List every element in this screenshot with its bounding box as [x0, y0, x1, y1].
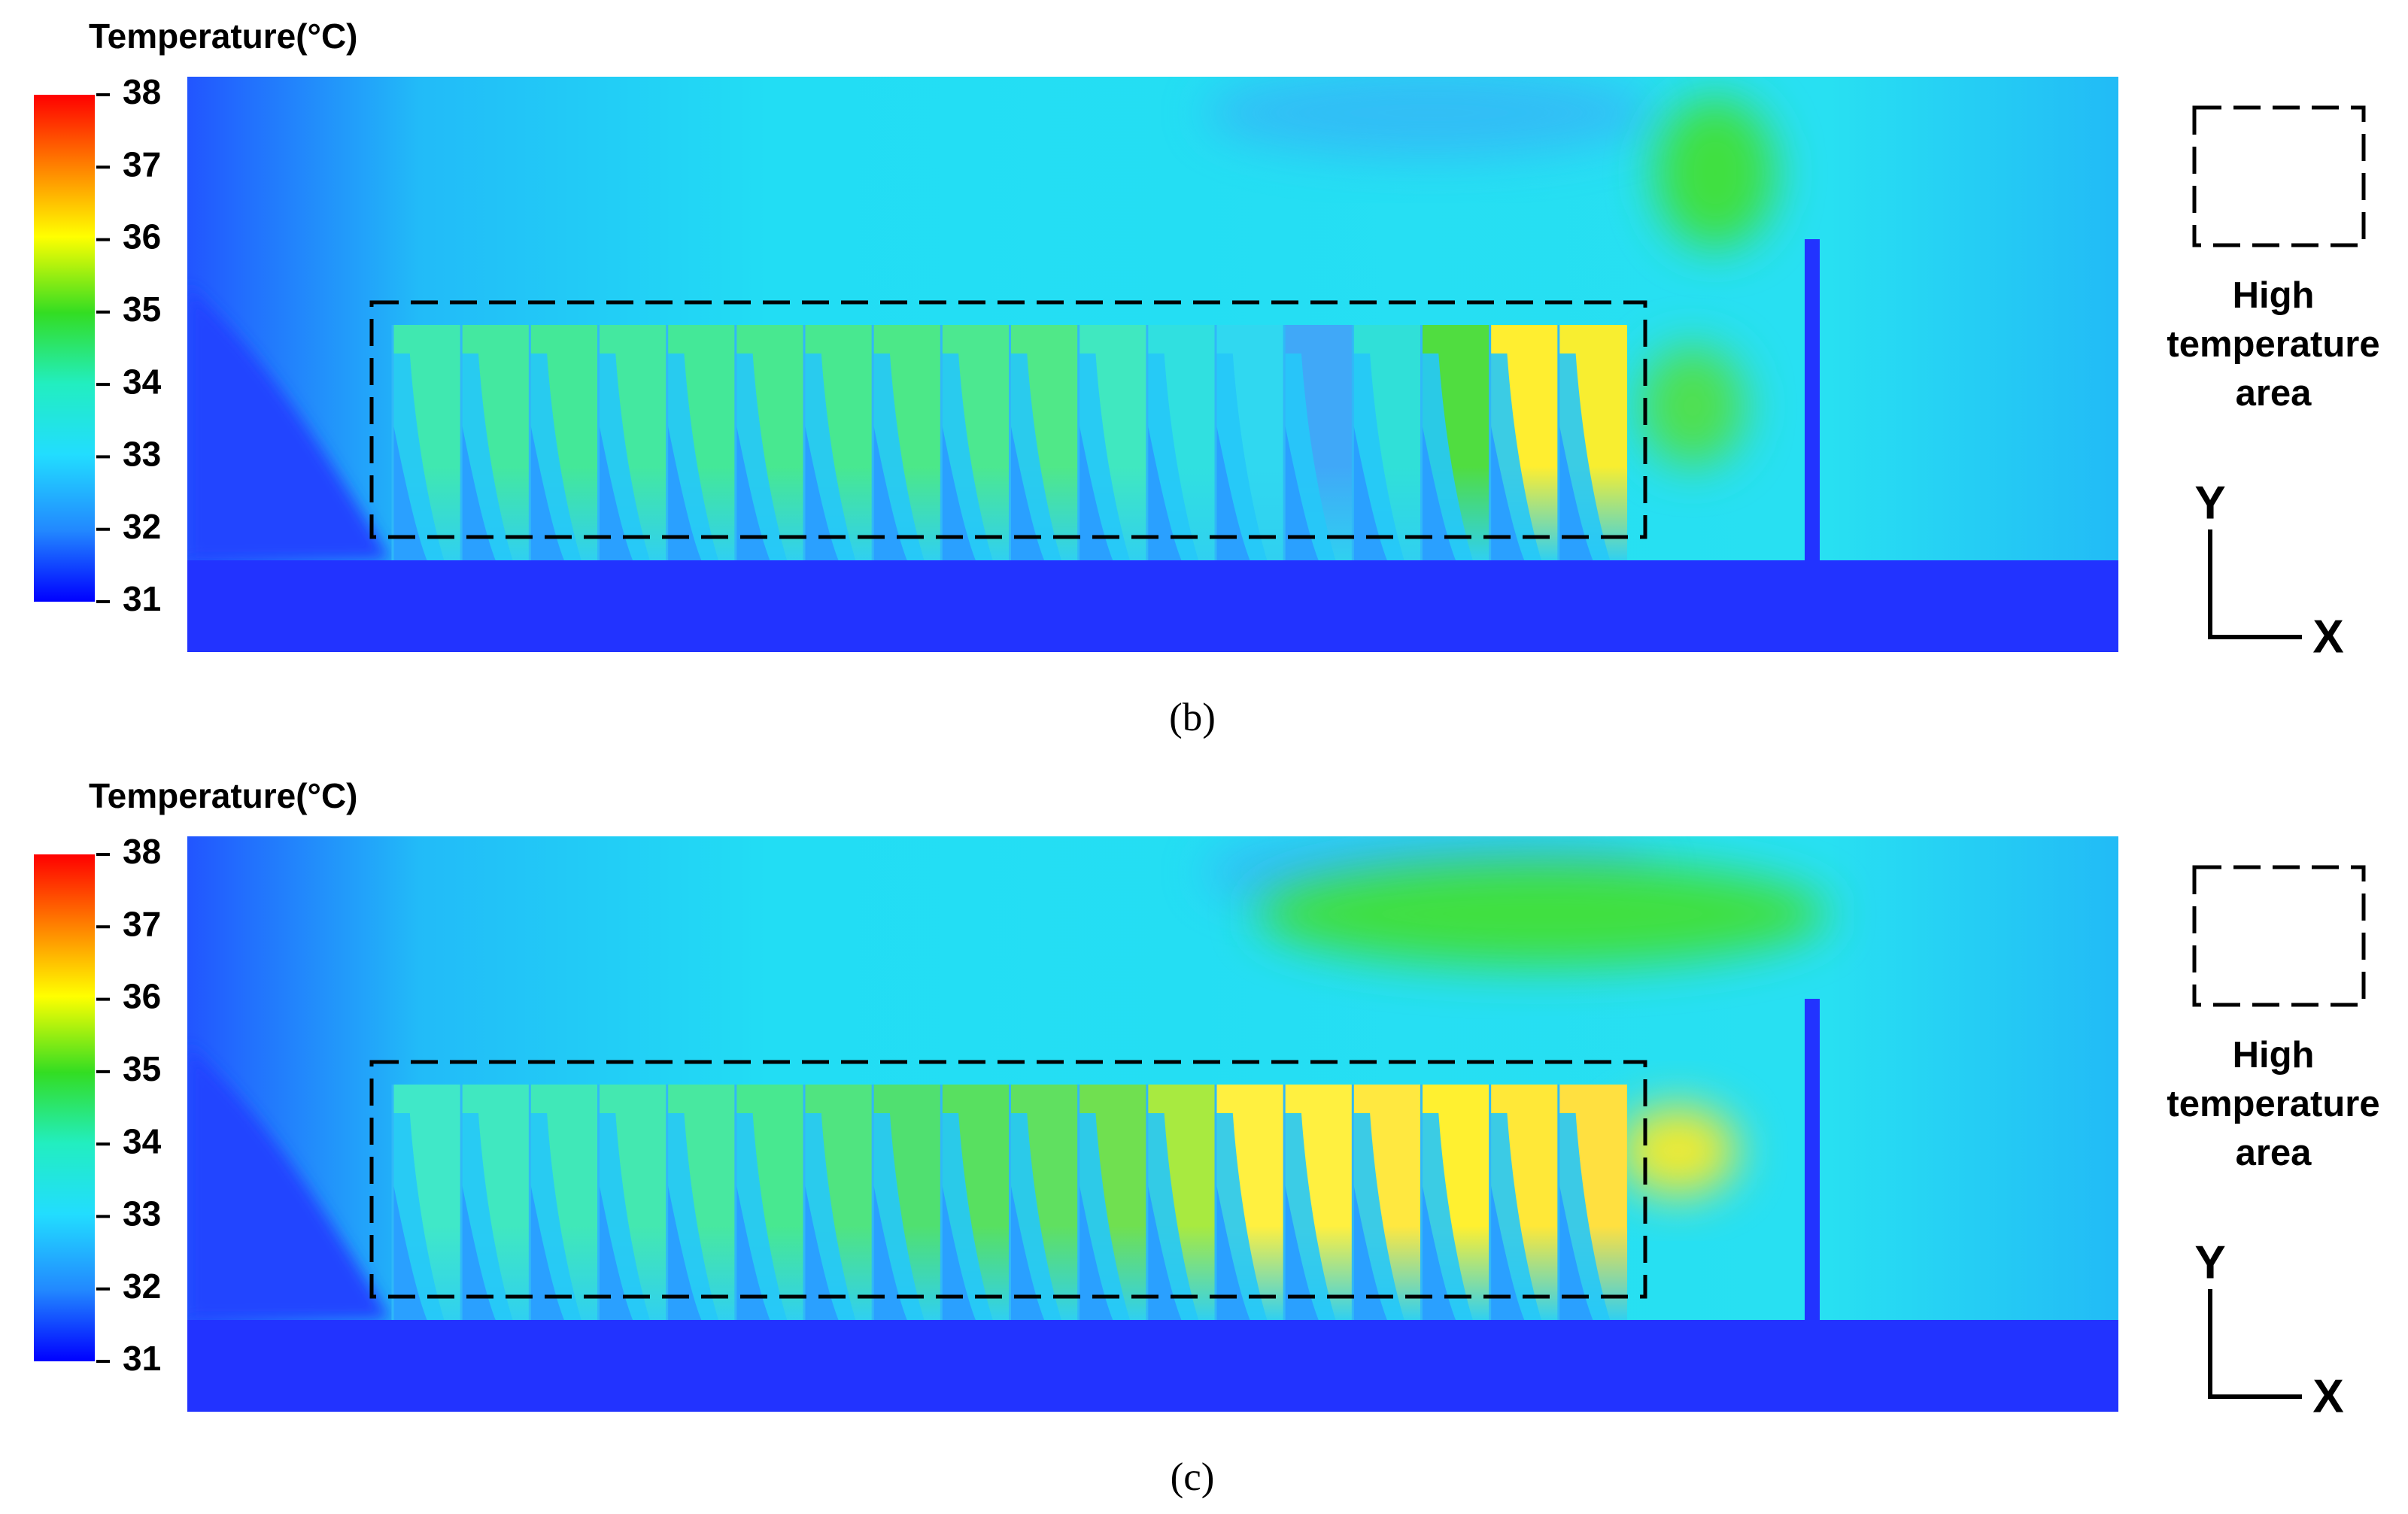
cold-region — [187, 286, 391, 560]
fin-cool-streak — [1489, 421, 1525, 560]
fin-cool-streak — [1010, 421, 1045, 560]
cool-swirl — [1204, 77, 1655, 158]
fin-cool-streak — [873, 1181, 907, 1320]
warm-plume — [1256, 861, 1828, 966]
warm-plume — [1655, 98, 1775, 248]
legend-box — [2192, 865, 2366, 1007]
colorbar-tick-label: 34 — [123, 362, 162, 401]
fin-cool-streak — [1010, 1181, 1045, 1320]
contour-plot — [187, 836, 2118, 1412]
fin-cool-streak — [1146, 421, 1182, 560]
colorbar — [34, 95, 95, 602]
colorbar-tick-label: 32 — [123, 507, 161, 546]
panel: Temperature(°C) 38 37 36 35 34 33 32 31 High tempe… — [34, 17, 2380, 739]
fin-cool-streak — [1353, 1181, 1387, 1320]
colorbar-title: Temperature(°C) — [89, 17, 358, 56]
fin-cool-streak — [1421, 1181, 1456, 1320]
colorbar-tick-label: 33 — [123, 1194, 161, 1233]
warm-plume — [1640, 346, 1745, 466]
fin-cool-streak — [1284, 421, 1319, 560]
fin-cool-streak — [393, 1181, 427, 1320]
fin-cool-streak — [1558, 1181, 1593, 1320]
fin-cool-streak — [941, 1181, 976, 1320]
colorbar-tick-label: 31 — [123, 1339, 161, 1378]
colorbar-title: Temperature(°C) — [89, 776, 358, 815]
wall — [1805, 239, 1820, 563]
colorbar-tick-label: 37 — [123, 144, 161, 184]
axis-x-label: X — [2312, 1370, 2343, 1422]
caption: (b) — [1169, 696, 1216, 739]
fin-cool-streak — [941, 421, 976, 560]
fin-cool-streak — [735, 421, 770, 560]
fin-cool-streak — [598, 421, 633, 560]
axis-y-label: Y — [2194, 477, 2225, 529]
fin-cool-streak — [1421, 421, 1456, 560]
panel: Temperature(°C) 38 37 36 35 34 33 32 31 High tempe… — [34, 776, 2380, 1499]
fin-cool-streak — [873, 421, 907, 560]
colorbar-tick-label: 35 — [123, 1049, 161, 1088]
fin-cool-streak — [530, 1181, 564, 1320]
fin-cool-streak — [1216, 421, 1250, 560]
fin-cool-streak — [1078, 1181, 1113, 1320]
fin-cool-streak — [1353, 421, 1387, 560]
fin-cool-streak — [804, 1181, 839, 1320]
legend-label: High temperature area — [2167, 1035, 2379, 1173]
fin-cool-streak — [1284, 1181, 1319, 1320]
colorbar-tick-label: 38 — [123, 832, 161, 871]
fin-cool-streak — [598, 1181, 633, 1320]
legend-box — [2192, 105, 2366, 247]
fin-cool-streak — [461, 1181, 496, 1320]
fin-cool-streak — [735, 1181, 770, 1320]
colorbar-tick-label: 35 — [123, 290, 161, 329]
wall — [1805, 999, 1820, 1322]
fin-cool-streak — [804, 421, 839, 560]
axis-indicator — [2208, 1289, 2302, 1399]
colorbar-tick-label: 36 — [123, 977, 161, 1016]
fin-cool-streak — [393, 421, 427, 560]
warm-plume — [1617, 1106, 1738, 1196]
colorbar-tick-label: 36 — [123, 217, 161, 256]
axis-y-label: Y — [2194, 1236, 2225, 1288]
colorbar-tick-label: 32 — [123, 1267, 161, 1306]
fin-cool-streak — [667, 421, 702, 560]
colorbar-tick-label: 31 — [123, 579, 161, 618]
floor — [1627, 560, 2118, 652]
fin-cool-streak — [1216, 1181, 1250, 1320]
fin-cool-streak — [667, 1181, 702, 1320]
contour-plot — [187, 77, 2118, 652]
axis-indicator — [2208, 529, 2302, 639]
floor — [1627, 1320, 2118, 1412]
axis-x-label: X — [2312, 611, 2343, 663]
colorbar-tick-label: 33 — [123, 435, 161, 474]
fin-cool-streak — [1489, 1181, 1525, 1320]
caption: (c) — [1171, 1455, 1215, 1499]
fin-cool-streak — [530, 421, 564, 560]
colorbar-tick-label: 34 — [123, 1121, 162, 1161]
fin-cool-streak — [461, 421, 496, 560]
colorbar-tick-label: 38 — [123, 72, 161, 111]
high-temperature-box — [369, 300, 1647, 539]
fin-cool-streak — [1146, 1181, 1182, 1320]
high-temperature-box — [369, 1060, 1647, 1299]
legend-label: High temperature area — [2167, 275, 2379, 414]
fin-cool-streak — [1078, 421, 1113, 560]
cold-region — [187, 1045, 391, 1320]
colorbar-tick-label: 37 — [123, 904, 161, 943]
colorbar — [34, 854, 95, 1361]
fin-cool-streak — [1558, 421, 1593, 560]
